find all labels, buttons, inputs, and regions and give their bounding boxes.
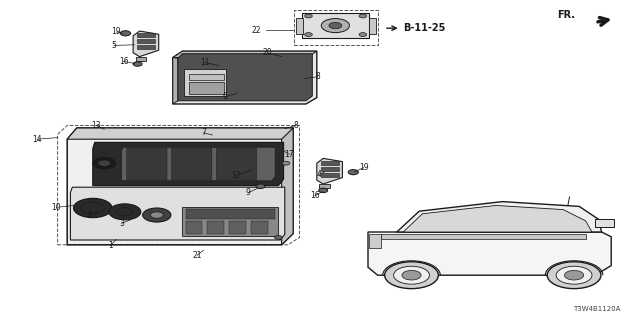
Circle shape xyxy=(74,198,112,218)
Circle shape xyxy=(348,170,358,175)
Bar xyxy=(321,167,339,171)
Polygon shape xyxy=(133,31,159,57)
Text: 11: 11 xyxy=(200,58,209,67)
Bar xyxy=(186,209,275,219)
Text: 19: 19 xyxy=(358,163,369,172)
Circle shape xyxy=(556,266,592,284)
Bar xyxy=(251,221,268,234)
Polygon shape xyxy=(178,54,312,101)
Bar xyxy=(207,221,224,234)
Circle shape xyxy=(319,188,328,193)
Bar xyxy=(595,219,614,227)
Polygon shape xyxy=(173,51,317,58)
Text: 22: 22 xyxy=(252,26,261,35)
Polygon shape xyxy=(173,51,317,104)
Polygon shape xyxy=(397,202,602,232)
Bar xyxy=(186,221,202,234)
Text: T3W4B1120A: T3W4B1120A xyxy=(573,306,621,312)
Bar xyxy=(137,39,155,43)
Polygon shape xyxy=(216,148,257,180)
Polygon shape xyxy=(127,148,167,180)
Circle shape xyxy=(402,270,421,280)
Circle shape xyxy=(133,62,142,66)
Text: 16: 16 xyxy=(118,57,129,66)
Polygon shape xyxy=(173,58,178,104)
Text: 8: 8 xyxy=(315,72,320,81)
Text: 7: 7 xyxy=(201,128,206,137)
Polygon shape xyxy=(93,142,284,186)
Bar xyxy=(189,82,224,94)
Text: 17: 17 xyxy=(284,150,294,159)
Polygon shape xyxy=(67,128,293,139)
Text: 1: 1 xyxy=(108,241,113,250)
Bar xyxy=(137,33,155,37)
Polygon shape xyxy=(70,187,285,240)
Circle shape xyxy=(385,262,438,289)
Text: 19: 19 xyxy=(111,28,122,36)
Polygon shape xyxy=(172,148,212,180)
Bar xyxy=(321,161,339,165)
Circle shape xyxy=(394,266,429,284)
Circle shape xyxy=(120,31,131,36)
Circle shape xyxy=(305,33,312,36)
Text: 14: 14 xyxy=(32,135,42,144)
Circle shape xyxy=(305,14,312,18)
Polygon shape xyxy=(368,232,611,275)
Bar xyxy=(182,207,278,236)
Bar xyxy=(381,234,586,239)
Polygon shape xyxy=(317,158,342,184)
Text: 16: 16 xyxy=(310,191,320,200)
Polygon shape xyxy=(136,57,146,61)
Circle shape xyxy=(359,33,367,36)
Bar xyxy=(321,173,339,177)
Polygon shape xyxy=(403,205,592,232)
Bar xyxy=(294,10,378,45)
Circle shape xyxy=(143,208,171,222)
Text: 12: 12 xyxy=(231,171,240,180)
Bar xyxy=(184,69,226,96)
Text: 21: 21 xyxy=(193,251,202,260)
Text: B-11-25: B-11-25 xyxy=(403,23,445,33)
Circle shape xyxy=(321,19,349,33)
Circle shape xyxy=(275,236,282,239)
Circle shape xyxy=(98,160,111,166)
Circle shape xyxy=(150,212,163,218)
Text: 8: 8 xyxy=(293,121,298,130)
Polygon shape xyxy=(296,18,303,34)
Text: 6: 6 xyxy=(223,92,228,101)
Text: 3: 3 xyxy=(119,219,124,228)
Bar xyxy=(189,74,224,80)
Polygon shape xyxy=(369,18,376,34)
Bar xyxy=(137,45,155,49)
Text: 4: 4 xyxy=(316,170,321,179)
Text: 2: 2 xyxy=(87,211,92,220)
Text: 9: 9 xyxy=(246,188,251,197)
Polygon shape xyxy=(282,128,293,245)
Bar xyxy=(369,234,381,248)
Circle shape xyxy=(547,262,601,289)
Polygon shape xyxy=(122,147,275,181)
Circle shape xyxy=(256,184,265,188)
Text: FR.: FR. xyxy=(557,10,575,20)
Polygon shape xyxy=(319,184,330,188)
Text: 5: 5 xyxy=(111,41,116,50)
Circle shape xyxy=(564,270,584,280)
Bar xyxy=(229,221,246,234)
Polygon shape xyxy=(67,128,293,245)
Text: 13: 13 xyxy=(91,121,101,130)
Circle shape xyxy=(109,204,141,220)
Text: 20: 20 xyxy=(262,48,273,57)
Circle shape xyxy=(93,157,116,169)
Circle shape xyxy=(359,14,367,18)
Circle shape xyxy=(282,161,290,165)
Polygon shape xyxy=(302,13,369,38)
Circle shape xyxy=(329,22,342,29)
Text: 10: 10 xyxy=(51,203,61,212)
